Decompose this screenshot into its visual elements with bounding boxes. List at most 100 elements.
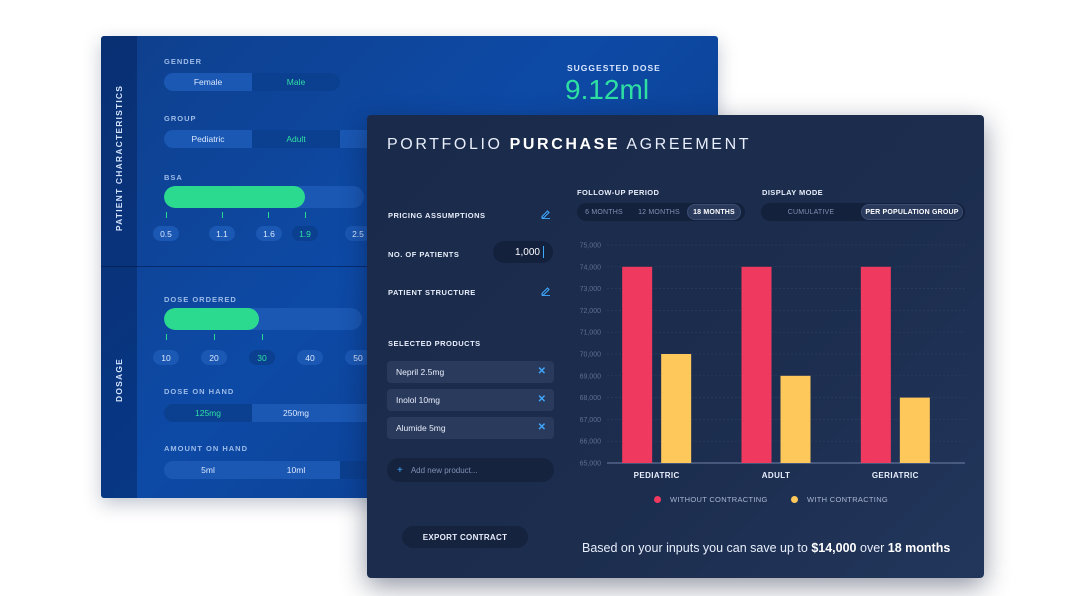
gender-label: GENDER xyxy=(164,57,203,66)
product-name: Inolol 10mg xyxy=(396,395,440,405)
follow-up-option-6-months[interactable]: 6 MONTHS xyxy=(585,208,623,216)
amount-on-hand-option-10ml[interactable]: 10ml xyxy=(286,465,306,475)
bsa-tick xyxy=(305,212,306,218)
amount-on-hand-toggle: 5ml 10ml xyxy=(164,461,384,479)
bsa-tick-label[interactable]: 0.5 xyxy=(153,226,179,241)
follow-up-period-label: FOLLOW-UP PERIOD xyxy=(577,188,660,197)
patient-characteristics-section-label: PATIENT CHARACTERISTICS xyxy=(114,84,124,232)
no-of-patients-input[interactable]: 1,000 xyxy=(493,241,553,263)
group-option-adult[interactable]: Adult xyxy=(252,130,340,148)
title-part-bold: PURCHASE xyxy=(509,136,621,153)
dose-on-hand-option-250mg[interactable]: 250mg xyxy=(283,408,309,418)
title-part-2: AGREEMENT xyxy=(620,136,752,153)
bsa-tick xyxy=(166,212,167,218)
bsa-tick-label[interactable]: 2.5 xyxy=(345,226,371,241)
legend-swatch xyxy=(791,496,798,503)
amount-on-hand-option-5ml[interactable]: 5ml xyxy=(201,465,215,475)
dose-tick-label-selected[interactable]: 30 xyxy=(249,350,275,365)
product-name: Nepril 2.5mg xyxy=(396,367,445,377)
x-category-label: GERIATRIC xyxy=(872,471,919,480)
savings-amount: $14,000 xyxy=(811,541,857,555)
add-product-input[interactable]: + Add new product... xyxy=(387,458,554,482)
export-contract-button[interactable]: EXPORT CONTRACT xyxy=(402,526,528,548)
dose-ordered-slider[interactable] xyxy=(164,308,362,330)
dose-tick-label[interactable]: 50 xyxy=(345,350,371,365)
y-tick-label: 66,000 xyxy=(580,439,602,446)
product-item: Inolol 10mg ✕ xyxy=(387,389,554,411)
suggested-dose-value: 9.12ml xyxy=(565,74,650,105)
dose-tick-label[interactable]: 20 xyxy=(201,350,227,365)
legend-swatch xyxy=(654,496,661,503)
close-icon[interactable]: ✕ xyxy=(537,366,546,377)
product-name: Alumide 5mg xyxy=(396,423,446,433)
bsa-tick-label[interactable]: 1.1 xyxy=(209,226,235,241)
group-toggle: Pediatric Adult xyxy=(164,130,384,148)
legend-item-without-contracting: WITHOUT CONTRACTING xyxy=(654,495,768,504)
y-tick-label: 75,000 xyxy=(580,243,602,250)
bsa-tick xyxy=(222,212,223,218)
dosage-section-label: DOSAGE xyxy=(114,357,124,403)
selected-products-label: SELECTED PRODUCTS xyxy=(388,339,481,348)
no-of-patients-value: 1,000 xyxy=(514,246,540,258)
y-tick-label: 73,000 xyxy=(580,286,602,293)
dose-on-hand-option-125mg[interactable]: 125mg xyxy=(164,404,252,422)
calculator-sidebar xyxy=(101,36,137,498)
y-tick-label: 74,000 xyxy=(580,264,602,271)
amount-on-hand-label: AMOUNT ON HAND xyxy=(164,444,248,453)
follow-up-option-18-months[interactable]: 18 MONTHS xyxy=(687,204,741,220)
dose-ordered-slider-fill xyxy=(164,308,260,330)
edit-icon[interactable] xyxy=(541,209,551,219)
legend-label: WITH CONTRACTING xyxy=(807,495,889,504)
plus-icon: + xyxy=(397,464,403,476)
group-option-pediatric[interactable]: Pediatric xyxy=(191,134,225,144)
dose-tick xyxy=(166,334,167,340)
y-tick-label: 67,000 xyxy=(580,417,602,424)
dose-tick-label[interactable]: 40 xyxy=(297,350,323,365)
dose-tick xyxy=(214,334,215,340)
gender-option-female[interactable]: Female xyxy=(193,77,223,87)
x-category-label: PEDIATRIC xyxy=(634,471,680,480)
savings-summary: Based on your inputs you can save up to … xyxy=(582,541,950,555)
pricing-assumptions-label: PRICING ASSUMPTIONS xyxy=(388,211,486,220)
panel-title: PORTFOLIO PURCHASE AGREEMENT xyxy=(387,136,751,154)
bsa-tick-label[interactable]: 1.6 xyxy=(256,226,282,241)
savings-bar-chart: 75,000 74,000 73,000 72,000 71,000 70,000 69,0… xyxy=(580,243,965,480)
add-product-placeholder: Add new product... xyxy=(410,465,478,475)
dose-ordered-label: DOSE ORDERED xyxy=(164,295,237,304)
gender-toggle: Female Male xyxy=(164,73,340,91)
patient-structure-label: PATIENT STRUCTURE xyxy=(388,288,476,297)
close-icon[interactable]: ✕ xyxy=(537,394,546,405)
display-mode-option-per-population-group[interactable]: PER POPULATION GROUP xyxy=(861,204,963,220)
bsa-tick-label-selected[interactable]: 1.9 xyxy=(292,226,318,241)
y-tick-label: 70,000 xyxy=(580,352,602,359)
bar-with-contracting xyxy=(780,375,811,463)
group-label: GROUP xyxy=(164,114,197,123)
x-category-label: ADULT xyxy=(762,471,791,480)
dose-on-hand-label: DOSE ON HAND xyxy=(164,387,235,396)
dose-tick-label[interactable]: 10 xyxy=(153,350,179,365)
suggested-dose-label: SUGGESTED DOSE xyxy=(567,63,661,73)
title-part-1: PORTFOLIO xyxy=(387,136,510,153)
y-tick-label: 69,000 xyxy=(580,373,602,380)
savings-period: 18 months xyxy=(887,541,951,555)
legend-item-with-contracting: WITH CONTRACTING xyxy=(791,495,888,504)
bsa-slider-fill xyxy=(164,186,305,208)
y-tick-label: 68,000 xyxy=(580,395,602,402)
display-mode-label: DISPLAY MODE xyxy=(762,188,824,197)
dose-tick xyxy=(262,334,263,340)
y-tick-label: 71,000 xyxy=(580,330,602,337)
follow-up-option-12-months[interactable]: 12 MONTHS xyxy=(638,208,680,216)
gender-option-male[interactable]: Male xyxy=(252,73,340,91)
close-icon[interactable]: ✕ xyxy=(537,422,546,433)
y-tick-label: 65,000 xyxy=(580,461,602,468)
bsa-label: BSA xyxy=(164,173,183,182)
purchase-agreement-panel: PORTFOLIO PURCHASE AGREEMENT PRICING ASS… xyxy=(367,115,984,578)
bsa-slider[interactable] xyxy=(164,186,364,208)
bar-without-contracting xyxy=(622,266,653,463)
y-tick-label: 72,000 xyxy=(580,308,602,315)
display-mode-option-cumulative[interactable]: CUMULATIVE xyxy=(787,208,835,216)
bar-without-contracting xyxy=(860,266,891,463)
edit-icon[interactable] xyxy=(541,286,551,296)
bar-with-contracting xyxy=(899,397,930,463)
